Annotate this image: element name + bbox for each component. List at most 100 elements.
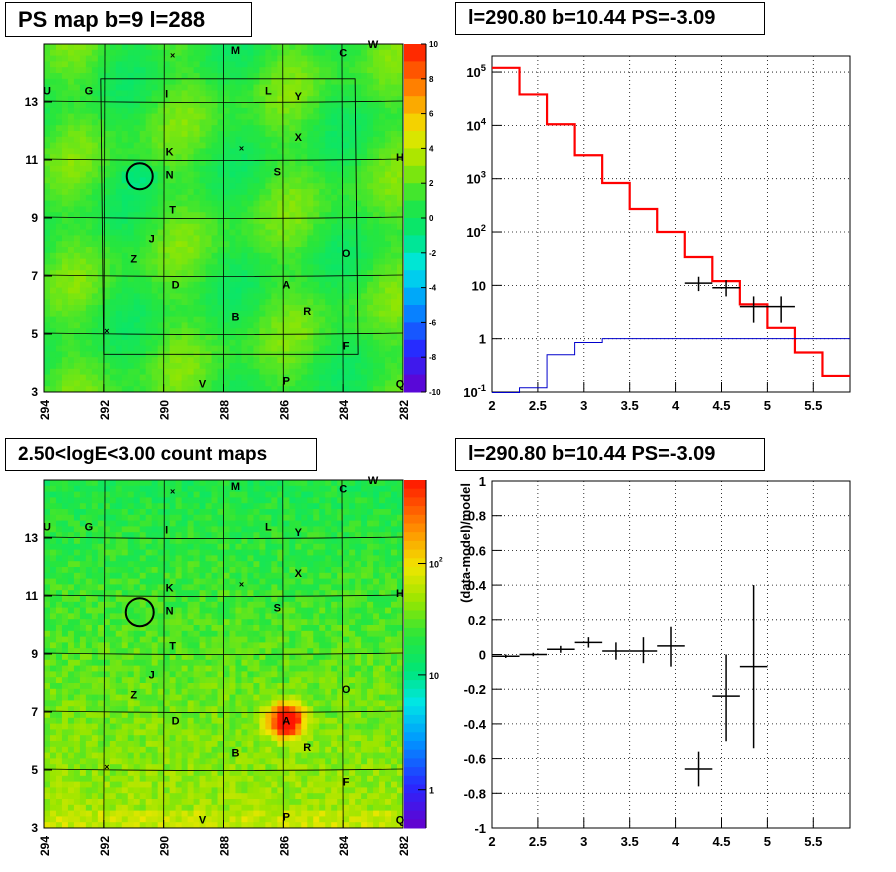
map-cell — [181, 154, 188, 161]
map-cell — [241, 102, 248, 109]
map-cell — [73, 241, 81, 248]
map-cell — [295, 374, 302, 381]
map-cell — [133, 345, 141, 352]
map-cell — [313, 84, 320, 91]
map-cell — [103, 299, 111, 306]
map-cell — [397, 206, 404, 213]
map-cell — [157, 538, 165, 545]
map-cell — [157, 810, 165, 817]
map-cell — [301, 96, 308, 103]
map-cell — [217, 339, 224, 346]
map-cell — [55, 584, 63, 591]
map-cell — [367, 154, 374, 161]
map-cell — [49, 514, 57, 521]
map-cell — [331, 281, 338, 288]
map-cell — [283, 131, 290, 138]
map-cell — [139, 316, 147, 323]
map-cell — [97, 44, 105, 51]
map-cell — [109, 200, 117, 207]
map-cell — [139, 804, 147, 811]
map-cell — [373, 374, 380, 381]
map-cell — [79, 659, 87, 666]
map-cell — [127, 194, 135, 201]
map-cell — [331, 287, 338, 294]
map-cell — [241, 119, 248, 126]
map-cell — [44, 125, 51, 132]
map-cell — [91, 567, 99, 574]
map-cell — [115, 287, 123, 294]
map-cell — [391, 328, 398, 335]
map-cell — [217, 125, 224, 132]
map-cell — [325, 270, 332, 277]
map-cell — [217, 96, 224, 103]
map-cell — [397, 357, 404, 364]
map-cell — [391, 235, 398, 242]
map-cell — [187, 177, 194, 184]
map-cell — [49, 723, 57, 730]
map-cell — [151, 775, 159, 782]
map-cell — [49, 712, 57, 719]
map-cell — [265, 44, 272, 51]
map-cell — [187, 218, 194, 225]
map-cell — [97, 67, 105, 74]
map-cell — [79, 816, 87, 823]
map-cell — [199, 218, 206, 225]
map-cell — [163, 142, 171, 149]
map-cell — [313, 258, 320, 265]
map-cell — [379, 270, 386, 277]
map-cell — [49, 252, 57, 259]
map-cell — [211, 113, 218, 120]
colorbar-tick-label: -2 — [429, 249, 437, 258]
map-cell — [235, 102, 242, 109]
map-cell — [85, 717, 93, 724]
map-cell — [211, 131, 218, 138]
map-cell — [157, 113, 165, 120]
map-cell — [397, 183, 404, 190]
map-cell — [343, 235, 350, 242]
map-cell — [247, 310, 254, 317]
map-cell — [271, 386, 278, 393]
map-cell — [121, 636, 129, 643]
map-cell — [373, 339, 380, 346]
map-cell — [79, 764, 87, 771]
map-cell — [217, 247, 224, 254]
map-cell — [145, 119, 153, 126]
map-cell — [91, 520, 99, 527]
map-cell — [85, 584, 93, 591]
map-cell — [163, 561, 171, 568]
map-cell — [109, 596, 117, 603]
map-cell — [139, 247, 147, 254]
map-cell — [295, 380, 302, 387]
map-cell — [91, 712, 99, 719]
map-cell — [127, 677, 135, 684]
map-cell — [139, 299, 147, 306]
map-cell — [79, 252, 87, 259]
map-cell — [313, 368, 320, 375]
map-cell — [337, 90, 344, 97]
map-cell — [355, 165, 362, 172]
map-cell — [217, 241, 224, 248]
map-cell — [349, 119, 356, 126]
map-cell — [115, 613, 123, 620]
map-cell — [73, 334, 81, 341]
map-cell — [229, 102, 236, 109]
map-cell — [151, 61, 159, 68]
map-cell — [289, 368, 296, 375]
map-cell — [49, 793, 57, 800]
map-cell — [127, 322, 135, 329]
map-cell — [229, 160, 236, 167]
map-cell — [295, 235, 302, 242]
map-cell — [235, 287, 242, 294]
map-cell — [121, 648, 129, 655]
map-cell — [271, 200, 278, 207]
map-cell — [97, 194, 105, 201]
map-cell — [115, 497, 123, 504]
colorbar-cell — [404, 200, 426, 219]
map-cell — [61, 799, 69, 806]
map-cell — [181, 96, 188, 103]
map-cell — [175, 160, 183, 167]
map-cell — [289, 136, 296, 143]
map-cell — [379, 212, 386, 219]
map-cell — [91, 555, 99, 562]
map-cell — [61, 723, 69, 730]
